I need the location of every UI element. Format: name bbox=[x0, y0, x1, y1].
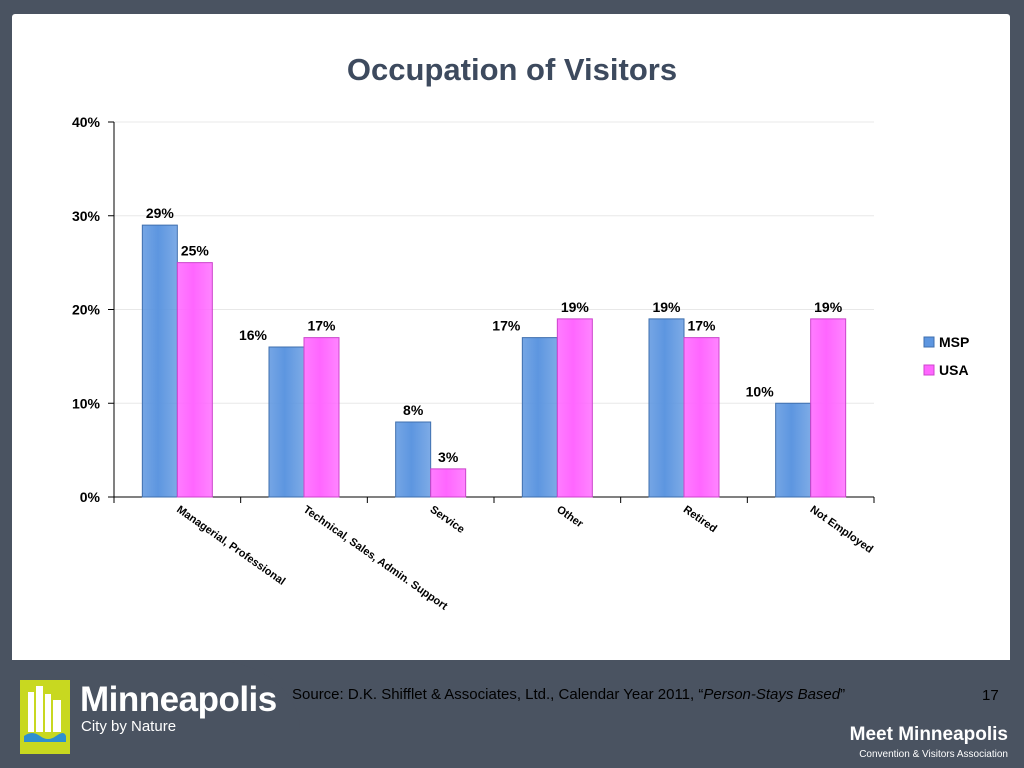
bar-chart: 0% 10% 20% 30% 40% 29% 25% Managerial, Professi… bbox=[72, 114, 969, 613]
data-label: 3% bbox=[438, 449, 459, 465]
bar-usa bbox=[430, 468, 467, 498]
x-tick-label: Managerial, Professional bbox=[174, 504, 287, 588]
page-number: 17 bbox=[982, 687, 999, 704]
source-suffix: ” bbox=[840, 686, 846, 703]
brand-block: Meet Minneapolis Convention & Visitors A… bbox=[850, 724, 1008, 760]
source-prefix: Source: D.K. Shifflet & Associates, Ltd.… bbox=[292, 686, 704, 703]
bar-usa bbox=[810, 318, 847, 498]
bar-msp bbox=[648, 318, 685, 498]
legend-label-usa: USA bbox=[939, 362, 969, 378]
bar-msp bbox=[775, 402, 812, 498]
data-label: 10% bbox=[746, 383, 775, 399]
legend-swatch-msp bbox=[923, 336, 935, 348]
x-tick-label: Service bbox=[428, 504, 467, 536]
x-tick-label: Technical, Sales, Admin. Support bbox=[301, 504, 450, 613]
bar-usa bbox=[556, 318, 593, 498]
y-tick-label: 10% bbox=[72, 395, 101, 411]
data-label: 17% bbox=[687, 318, 716, 334]
bar-usa bbox=[176, 262, 213, 498]
city-logo-icon bbox=[20, 680, 70, 754]
x-tick-label: Retired bbox=[681, 504, 719, 536]
legend-swatch-usa bbox=[923, 364, 935, 376]
data-label: 8% bbox=[403, 402, 424, 418]
bar-msp bbox=[268, 346, 305, 498]
y-tick-label: 0% bbox=[80, 489, 101, 505]
data-label: 19% bbox=[814, 299, 843, 315]
bar-msp bbox=[521, 337, 558, 498]
source-note: Source: D.K. Shifflet & Associates, Ltd.… bbox=[292, 686, 845, 703]
bar-msp bbox=[395, 421, 432, 498]
brand-main: Meet Minneapolis bbox=[849, 724, 1008, 745]
data-label: 19% bbox=[652, 299, 681, 315]
data-label: 17% bbox=[492, 318, 521, 334]
data-label: 17% bbox=[307, 318, 336, 334]
legend-label-msp: MSP bbox=[939, 334, 969, 350]
data-label: 29% bbox=[146, 205, 175, 221]
bar-usa bbox=[303, 337, 340, 498]
x-tick-label: Not Employed bbox=[808, 504, 875, 556]
logo-tagline: City by Nature bbox=[81, 718, 177, 735]
y-tick-label: 20% bbox=[72, 302, 101, 318]
bar-msp bbox=[141, 224, 178, 498]
chart-title: Occupation of Visitors bbox=[346, 52, 678, 87]
x-tick-label: Other bbox=[554, 504, 586, 531]
source-italic: Person-Stays Based bbox=[703, 686, 841, 703]
y-tick-label: 30% bbox=[72, 208, 101, 224]
data-label: 25% bbox=[181, 243, 210, 259]
logo-wordmark: Minneapolis bbox=[80, 680, 277, 719]
data-label: 19% bbox=[561, 299, 590, 315]
bar-usa bbox=[683, 337, 720, 498]
y-tick-label: 40% bbox=[72, 114, 101, 130]
brand-sub: Convention & Visitors Association bbox=[859, 749, 1008, 760]
data-label: 16% bbox=[239, 327, 268, 343]
